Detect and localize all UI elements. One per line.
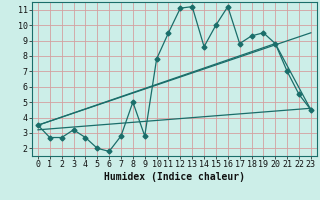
X-axis label: Humidex (Indice chaleur): Humidex (Indice chaleur) [104,172,245,182]
